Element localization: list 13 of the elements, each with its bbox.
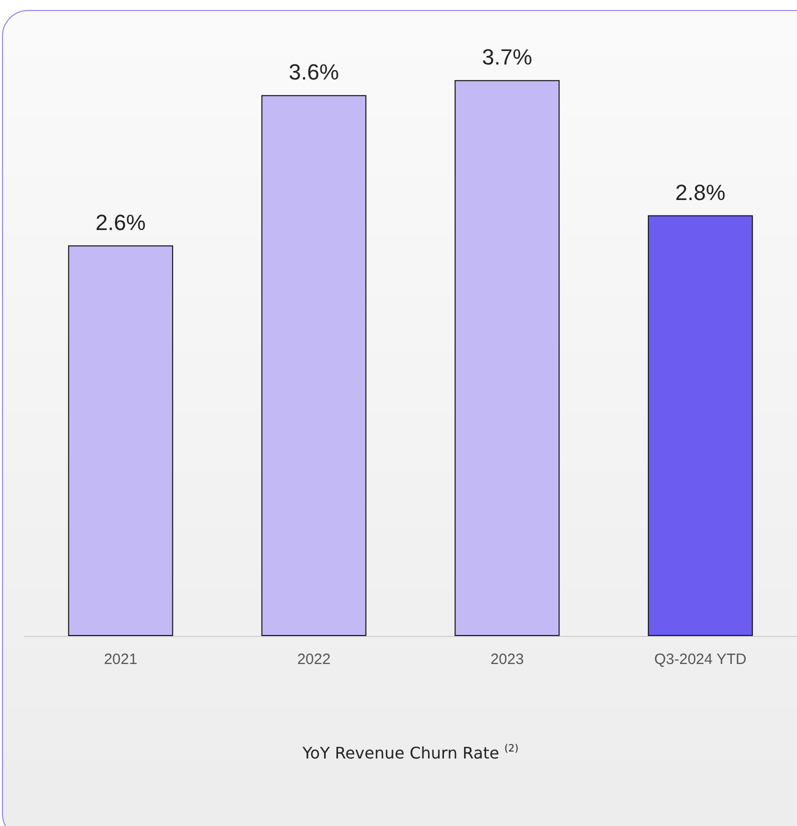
data-label: 2.8% — [675, 180, 726, 205]
x-axis-title: YoY Revenue Churn Rate (2) — [302, 744, 519, 762]
bar — [454, 80, 560, 636]
bar — [261, 95, 366, 636]
x-tick-label: 2023 — [490, 651, 524, 668]
x-tick-label: 2022 — [297, 651, 331, 668]
x-tick-label: 2021 — [104, 651, 138, 668]
bar — [68, 245, 174, 636]
bar — [648, 215, 753, 636]
data-label: 3.6% — [288, 60, 339, 85]
x-tick-label: Q3-2024 YTD — [654, 651, 747, 668]
data-label: 3.7% — [482, 44, 532, 70]
data-label: 2.6% — [96, 210, 146, 235]
